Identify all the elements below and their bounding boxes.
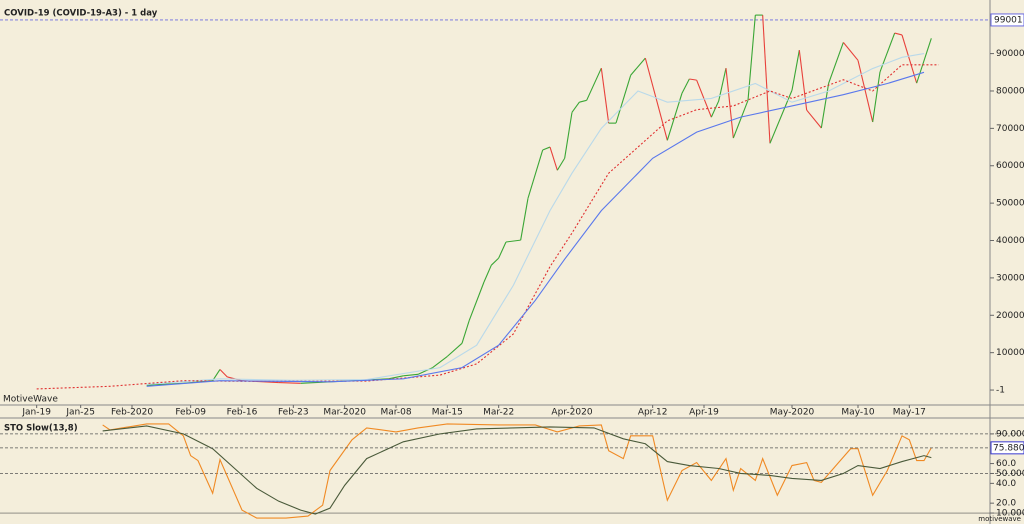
series-line xyxy=(146,71,925,387)
y-tick-label: 40.0 xyxy=(996,479,1016,489)
x-tick-label: Mar-08 xyxy=(380,408,411,418)
price-segment xyxy=(219,369,228,378)
x-tick-label: Apr-2020 xyxy=(551,408,592,418)
price-segment xyxy=(791,50,800,91)
price-segment xyxy=(857,60,874,123)
y-tick-label: 60.0 xyxy=(996,459,1016,469)
x-tick-label: Jan-25 xyxy=(65,408,95,418)
panel-title: STO Slow(13,8) xyxy=(4,424,78,434)
price-segment xyxy=(806,109,822,129)
price-segment xyxy=(710,100,720,118)
y-tick-label: 50.0000 xyxy=(996,469,1024,479)
y-tick-label: 20.0 xyxy=(996,499,1016,509)
price-segment xyxy=(505,239,521,243)
x-tick-label: Feb-09 xyxy=(175,408,206,418)
price-segment xyxy=(894,32,903,36)
price-segment xyxy=(600,68,610,124)
price-segment xyxy=(498,241,507,259)
y-tick-label: 60000 xyxy=(996,161,1024,171)
price-segment xyxy=(564,112,573,159)
y-tick-label: 90000 xyxy=(996,49,1024,59)
price-segment xyxy=(732,100,749,139)
price-segment xyxy=(468,281,485,321)
price-segment xyxy=(820,83,830,129)
price-segment xyxy=(762,15,771,144)
price-segment xyxy=(542,146,551,151)
price-segment xyxy=(403,373,419,377)
price-segment xyxy=(725,68,734,139)
series-line xyxy=(146,53,925,385)
price-segment xyxy=(579,99,587,103)
price-segment xyxy=(798,50,808,111)
last-value-box xyxy=(990,441,1024,455)
x-tick-label: May-2020 xyxy=(770,408,815,418)
price-segment xyxy=(461,319,470,344)
price-segment xyxy=(571,101,580,113)
price-segment xyxy=(681,78,690,94)
x-tick-label: Feb-23 xyxy=(278,408,309,418)
x-tick-label: Apr-12 xyxy=(638,408,668,418)
price-segment xyxy=(630,57,646,76)
x-tick-label: Apr-19 xyxy=(689,408,719,418)
price-segment xyxy=(446,342,463,357)
x-tick-label: Mar-2020 xyxy=(323,408,366,418)
x-tick-label: Feb-2020 xyxy=(111,408,153,418)
y-tick-label: 70000 xyxy=(996,124,1024,134)
price-segment xyxy=(828,42,844,84)
high-label: 99001 xyxy=(994,15,1023,25)
price-segment xyxy=(556,157,566,171)
price-segment xyxy=(769,90,793,144)
series-line xyxy=(102,423,932,519)
y-tick-label: 40000 xyxy=(996,236,1024,246)
x-tick-label: Jan-19 xyxy=(21,408,51,418)
price-segment xyxy=(388,375,404,380)
y-tick-label: 30000 xyxy=(996,273,1024,283)
price-segment xyxy=(879,32,896,73)
y-tick-label: 50000 xyxy=(996,199,1024,209)
y-tick-label: 80000 xyxy=(996,86,1024,96)
price-segment xyxy=(689,78,697,81)
series-line xyxy=(102,425,932,515)
price-segment xyxy=(527,149,544,199)
price-segment xyxy=(842,42,859,61)
y-tick-label: 10000 xyxy=(996,348,1024,358)
watermark: MotiveWave xyxy=(3,395,58,405)
y-tick-label: 20000 xyxy=(996,311,1024,321)
price-segment xyxy=(432,355,448,369)
price-segment xyxy=(644,57,668,141)
footer: motivewave xyxy=(978,515,1021,523)
price-segment xyxy=(615,75,632,124)
panel-title: COVID-19 (COVID-19-A3) - 1 day xyxy=(4,9,158,19)
x-tick-label: Feb-16 xyxy=(227,408,258,418)
price-segment xyxy=(586,67,602,101)
y-tick-label: 10.0000 xyxy=(996,509,1024,519)
price-segment xyxy=(483,264,492,283)
price-segment xyxy=(520,198,529,241)
last-value-label: 75.8802 xyxy=(993,443,1024,453)
price-segment xyxy=(549,146,558,171)
price-segment xyxy=(872,71,881,123)
y-tick-label: -1 xyxy=(996,386,1005,396)
high-label-box xyxy=(990,13,1024,27)
price-segment xyxy=(916,38,932,84)
price-segment xyxy=(490,257,500,266)
price-segment xyxy=(278,382,301,384)
x-tick-label: May-10 xyxy=(841,408,874,418)
x-tick-label: Mar-15 xyxy=(432,408,463,418)
x-tick-label: May-17 xyxy=(893,408,926,418)
x-tick-label: Mar-22 xyxy=(483,408,514,418)
y-tick-label: 90.0000 xyxy=(996,429,1024,439)
